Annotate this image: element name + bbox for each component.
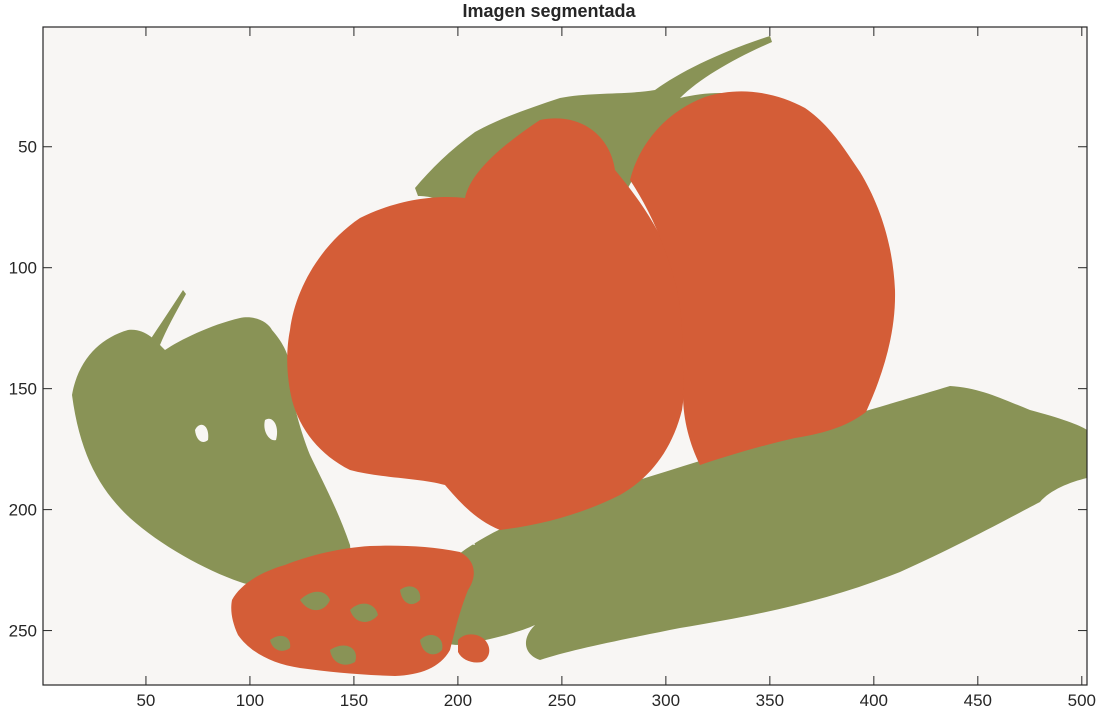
green-speckles-cluster <box>270 586 443 665</box>
green-segment-pepper-stem <box>150 290 186 345</box>
x-tick-label: 400 <box>860 691 888 710</box>
x-tick-label: 250 <box>548 691 576 710</box>
x-tick-label: 350 <box>756 691 784 710</box>
y-tick-label: 250 <box>9 622 37 641</box>
green-segment-left-pepper <box>72 317 351 590</box>
segmented-image <box>72 36 1087 676</box>
y-tick-label: 200 <box>9 501 37 520</box>
y-tick-label: 100 <box>9 259 37 278</box>
figure-title: Imagen segmentada <box>462 1 636 21</box>
y-tick-label: 50 <box>18 138 37 157</box>
y-axis-ticks: 50 100 150 200 250 <box>9 138 1087 641</box>
tomato-segment-left <box>287 118 686 530</box>
green-segment-vine <box>415 36 830 262</box>
x-tick-label: 450 <box>964 691 992 710</box>
green-segment-zucchini <box>419 386 1087 660</box>
x-tick-label: 300 <box>652 691 680 710</box>
tomato-segment-right <box>630 91 896 465</box>
x-tick-label: 200 <box>444 691 472 710</box>
tomato-segment-cherry-small <box>458 634 490 663</box>
axes-frame <box>42 26 1088 686</box>
x-tick-label: 50 <box>136 691 155 710</box>
x-tick-label: 150 <box>340 691 368 710</box>
x-tick-label: 500 <box>1068 691 1096 710</box>
x-tick-label: 100 <box>236 691 264 710</box>
background-gaps <box>195 418 475 545</box>
x-axis-ticks: 50 100 150 200 250 300 350 400 450 500 <box>136 27 1096 710</box>
y-tick-label: 150 <box>9 380 37 399</box>
